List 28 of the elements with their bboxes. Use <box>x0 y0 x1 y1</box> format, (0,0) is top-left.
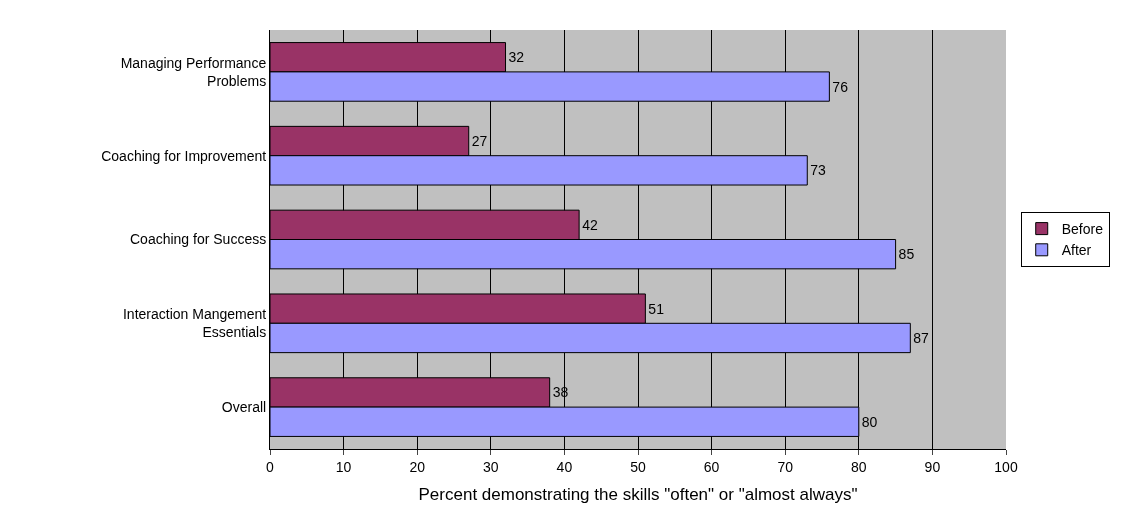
x-tick-label: 40 <box>556 458 573 475</box>
data-label: 32 <box>508 49 525 66</box>
x-tick-label: 60 <box>703 458 720 475</box>
x-tick-label: 100 <box>994 458 1018 475</box>
x-tick-label: 90 <box>924 458 941 475</box>
data-label: 76 <box>832 78 849 95</box>
x-axis-title: Percent demonstrating the skills "often" or "almost always" <box>418 485 858 505</box>
data-label: 87 <box>913 329 930 346</box>
data-label: 51 <box>648 300 665 317</box>
x-tick-label: 80 <box>851 458 867 475</box>
x-tick-label: 20 <box>409 458 426 475</box>
y-tick-label: Coaching for Success <box>130 231 267 248</box>
x-tick-label: 0 <box>266 458 275 475</box>
x-tick-label: 10 <box>335 458 352 475</box>
x-tick-label: 50 <box>630 458 646 475</box>
y-tick-label: Overall <box>221 399 267 415</box>
data-label: 80 <box>861 413 878 430</box>
x-tick-label: 30 <box>483 458 499 475</box>
legend-label: Before <box>1061 221 1104 238</box>
y-tick-label: Managing Performance Problems <box>120 54 267 89</box>
data-label: 73 <box>810 162 827 179</box>
y-tick-label: Coaching for Improvement <box>101 147 267 164</box>
data-label: 27 <box>471 133 488 150</box>
data-label: 85 <box>898 246 915 263</box>
x-tick-label: 70 <box>777 458 794 475</box>
legend-label: After <box>1061 242 1092 259</box>
y-tick-label: Interaction Mangement Essentials <box>123 306 267 341</box>
data-label: 42 <box>582 216 598 233</box>
